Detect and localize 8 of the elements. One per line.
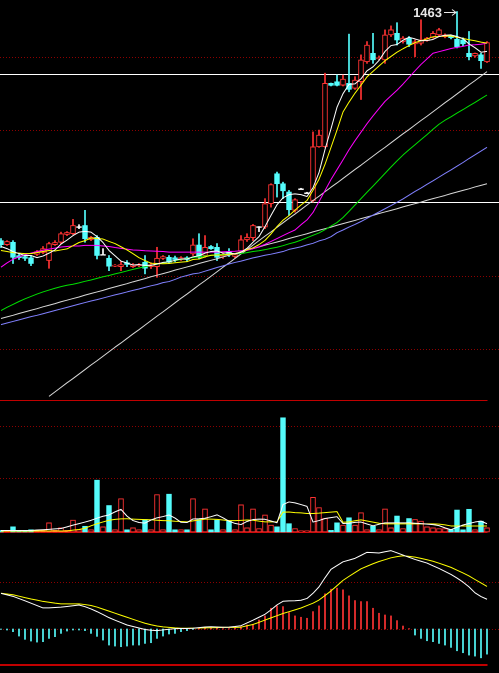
bar [106,505,112,532]
candlestick [466,31,472,60]
candlestick [100,248,106,256]
candlestick [370,33,376,64]
bar [94,480,100,532]
bar [196,519,202,532]
bar [226,520,232,532]
annotation: 1463 [413,5,442,20]
